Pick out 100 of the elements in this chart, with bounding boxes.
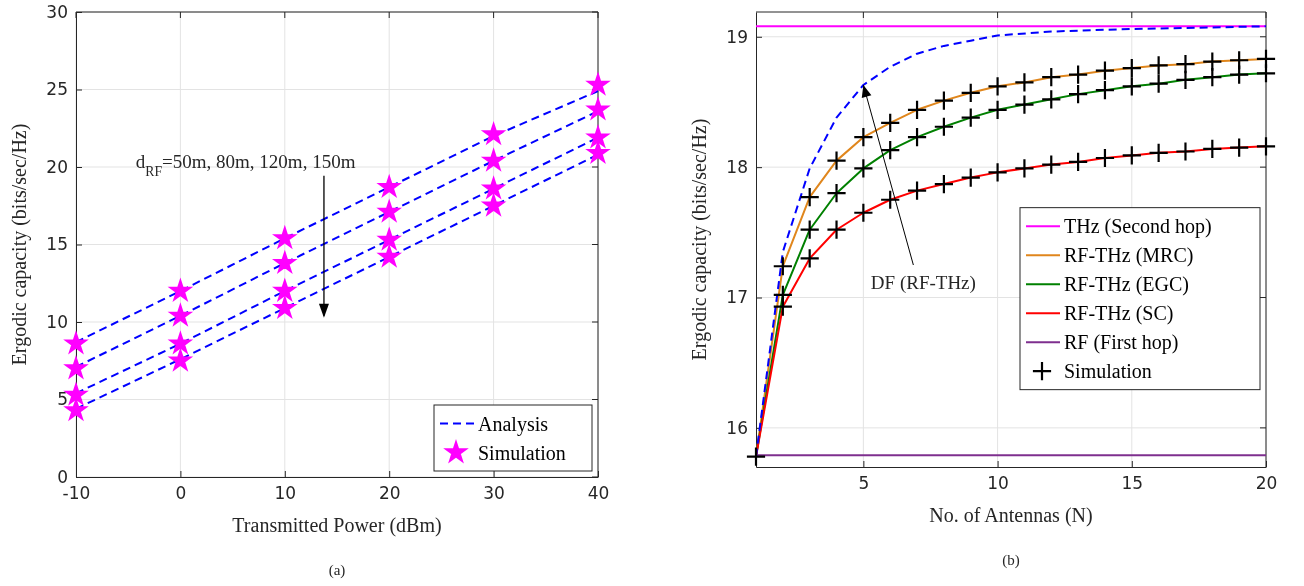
y-tick-label: 18 <box>726 157 748 178</box>
point <box>1067 64 1089 85</box>
point <box>585 96 611 121</box>
x-tick-label: 40 <box>587 483 610 504</box>
x-tick-label: 0 <box>175 483 187 504</box>
point <box>826 150 847 171</box>
y-tick-label: 30 <box>46 1 68 22</box>
x-tick-label: 30 <box>483 483 505 504</box>
point <box>1014 72 1035 93</box>
point <box>1094 80 1116 101</box>
point <box>960 167 981 188</box>
point <box>745 446 767 467</box>
point <box>1202 138 1223 160</box>
y-tick-label: 10 <box>46 311 68 332</box>
point <box>826 219 847 240</box>
point <box>167 302 193 327</box>
x-tick-label: 15 <box>1121 473 1144 494</box>
x-tick-label: 20 <box>1255 473 1278 494</box>
y-axis-title: Ergodic capacity (bits/sec/Hz) <box>8 123 31 366</box>
point <box>481 121 507 146</box>
point <box>880 140 901 161</box>
point <box>1121 145 1142 166</box>
point <box>1094 147 1116 169</box>
point <box>772 296 794 317</box>
point <box>1121 57 1142 79</box>
point <box>772 256 794 277</box>
point <box>167 348 193 372</box>
x-tick-label: 10 <box>274 483 297 504</box>
point <box>376 174 402 198</box>
legend-label: Analysis <box>478 412 549 436</box>
point <box>1228 137 1250 158</box>
text: (a) <box>328 562 346 579</box>
point <box>167 277 193 302</box>
point <box>1094 60 1116 81</box>
point <box>906 99 928 120</box>
point <box>272 225 298 250</box>
point <box>167 330 193 355</box>
x-axis-title: No. of Antennas (N) <box>929 504 1093 527</box>
point <box>799 248 820 269</box>
point <box>1255 136 1277 157</box>
point <box>481 147 507 172</box>
y-axis-title: Ergodic capacity (bits/sec/Hz) <box>688 118 711 361</box>
point <box>960 107 981 128</box>
point <box>376 198 402 223</box>
point <box>1014 158 1035 179</box>
point <box>1041 89 1062 110</box>
legend-label: RF-THz (EGC) <box>1064 273 1189 297</box>
annotation: d$_{RF}$=50m, 80m, 120m, 150m <box>135 150 356 179</box>
point <box>585 124 611 149</box>
point <box>853 202 874 223</box>
point <box>933 90 955 111</box>
annotation: DF (RF-THz) <box>870 272 976 295</box>
point <box>272 250 298 274</box>
x-tick-label: 20 <box>378 483 401 504</box>
x-tick-label: -10 <box>62 483 91 504</box>
x-tick-label: 5 <box>858 473 870 494</box>
point <box>585 71 611 96</box>
point <box>1148 55 1169 76</box>
x-tick-label: 10 <box>987 473 1009 494</box>
point <box>799 186 820 208</box>
point <box>376 245 402 268</box>
point <box>933 173 955 195</box>
legend-label: RF-THz (MRC) <box>1064 244 1194 268</box>
legend-label: THz (Second hop) <box>1064 215 1212 239</box>
point <box>853 158 874 179</box>
point <box>799 219 820 240</box>
point <box>933 116 955 137</box>
point <box>376 226 402 251</box>
legend-label: Simulation <box>1064 360 1152 383</box>
point <box>1067 83 1089 105</box>
y-tick-label: 16 <box>726 417 748 438</box>
point <box>906 180 928 201</box>
y-tick-label: 17 <box>726 287 748 308</box>
point <box>880 189 901 210</box>
y-tick-label: 5 <box>57 389 68 410</box>
legend-label: RF (First hop) <box>1064 331 1179 355</box>
point <box>1041 154 1062 175</box>
point <box>1255 63 1277 84</box>
point <box>987 99 1008 120</box>
point <box>272 277 298 302</box>
point <box>1041 66 1062 88</box>
point <box>272 296 298 319</box>
point <box>1148 142 1169 163</box>
legend-label: Simulation <box>478 441 566 464</box>
point <box>880 112 901 134</box>
point <box>987 76 1008 97</box>
point <box>1014 94 1035 115</box>
point <box>1228 64 1250 85</box>
point <box>826 183 847 204</box>
point <box>481 175 507 200</box>
x-axis-title: Transmitted Power (dBm) <box>232 514 442 537</box>
y-tick-label: 15 <box>46 234 68 255</box>
point <box>1067 151 1089 173</box>
legend-label: RF-THz (SC) <box>1064 302 1174 326</box>
point <box>853 126 874 148</box>
point <box>906 126 928 148</box>
point <box>63 330 89 355</box>
point <box>1175 69 1196 90</box>
y-tick-label: 25 <box>46 79 68 100</box>
y-tick-label: 19 <box>726 26 748 47</box>
